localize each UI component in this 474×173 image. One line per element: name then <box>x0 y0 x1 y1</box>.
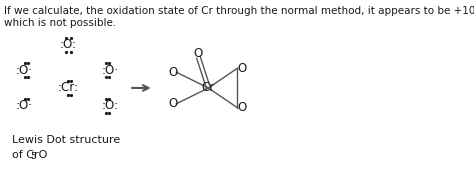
Text: :O·: :O· <box>16 64 33 77</box>
Text: which is not possible.: which is not possible. <box>4 18 117 28</box>
Text: O: O <box>168 66 177 79</box>
Text: :Cr:: :Cr: <box>58 81 79 94</box>
Text: of CrO: of CrO <box>12 150 47 160</box>
Text: If we calculate, the oxidation state of Cr through the normal method, it appears: If we calculate, the oxidation state of … <box>4 6 474 16</box>
Text: O: O <box>194 47 203 60</box>
Text: 5: 5 <box>30 152 36 161</box>
Text: :O:: :O: <box>60 38 77 51</box>
Text: O: O <box>237 101 246 114</box>
Text: Lewis Dot structure: Lewis Dot structure <box>12 135 120 145</box>
Text: :O:: :O: <box>102 99 118 112</box>
Text: :O·: :O· <box>102 64 118 77</box>
Text: O: O <box>237 62 246 75</box>
Text: Cr: Cr <box>202 81 215 94</box>
Text: O: O <box>168 97 177 110</box>
Text: :O·: :O· <box>16 99 33 112</box>
